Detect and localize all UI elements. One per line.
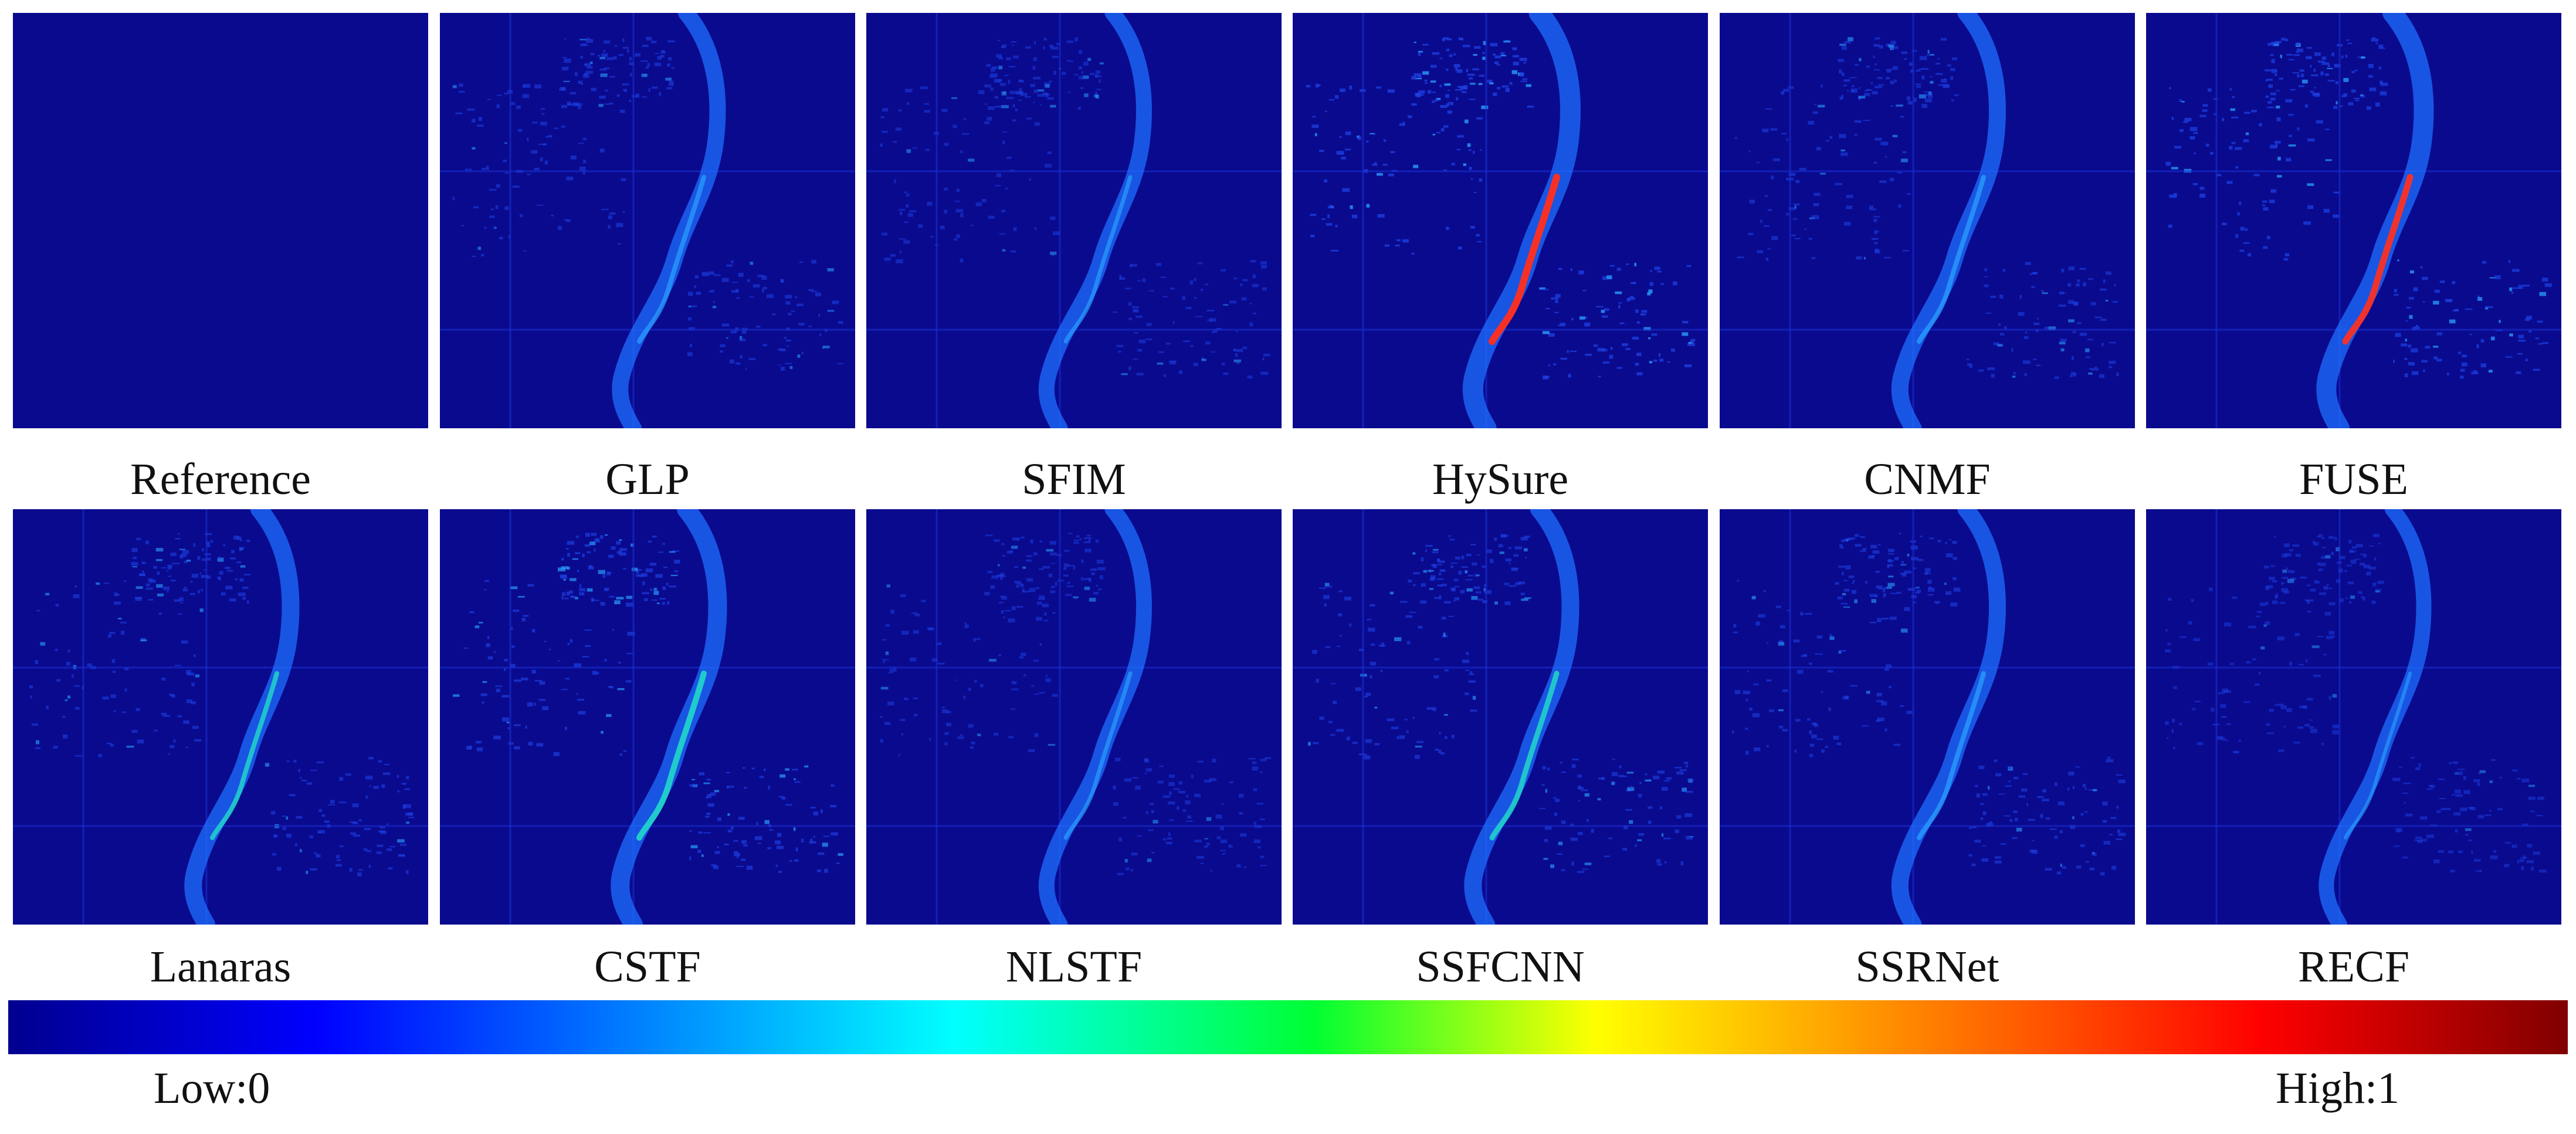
- urban-speckle: [880, 533, 1272, 875]
- river-error: [2319, 509, 2432, 925]
- error-map-image: [2146, 509, 2561, 925]
- error-map-image: [440, 13, 855, 428]
- colorbar: [8, 1000, 2568, 1054]
- river-core-error: [636, 671, 707, 841]
- river-core-error: [637, 175, 706, 344]
- panel-caption: CNMF: [1864, 455, 1991, 504]
- error-map-image: [866, 509, 1282, 925]
- panel-cstf: [440, 509, 855, 925]
- panel-ssfcnn: [1293, 509, 1708, 925]
- river-error: [1891, 509, 2006, 925]
- urban-speckle: [453, 533, 843, 874]
- panel-caption: SFIM: [1022, 455, 1126, 504]
- error-map-image: [1720, 13, 2135, 428]
- urban-speckle: [2165, 533, 2547, 873]
- panel-cnmf: [1720, 13, 2135, 428]
- river-error: [1038, 509, 1152, 925]
- colorbar-gradient: [8, 1000, 2568, 1054]
- colorbar-high-label: High:1: [2276, 1064, 2400, 1113]
- error-map-image: [13, 509, 428, 925]
- panel-ssrnet: [1720, 509, 2135, 925]
- river-core-error: [1489, 671, 1560, 841]
- urban-speckle: [880, 37, 1270, 379]
- river-error: [612, 13, 726, 428]
- river-core-error: [1917, 671, 1986, 840]
- panel-reference: [13, 13, 428, 428]
- river-error: [1038, 13, 1152, 428]
- panel-caption: FUSE: [2299, 455, 2408, 504]
- panel-caption: RECF: [2297, 942, 2410, 991]
- panel-caption: SSRNet: [1855, 942, 1999, 991]
- error-map-image: [1293, 13, 1708, 428]
- error-map-image: [2146, 13, 2561, 428]
- panel-glp: [440, 13, 855, 428]
- panel-caption: Lanaras: [150, 942, 292, 991]
- panel-caption: Reference: [130, 455, 311, 504]
- panel-caption: NLSTF: [1005, 942, 1143, 991]
- panel-caption: GLP: [605, 455, 690, 504]
- error-map-image: [1293, 509, 1708, 925]
- panel-caption: SSFCNN: [1416, 942, 1585, 991]
- river-error: [1891, 13, 2006, 428]
- panel-caption: HySure: [1432, 455, 1569, 504]
- error-map-image: [13, 13, 428, 428]
- river-core-error: [1917, 175, 1986, 344]
- panel-sfim: [866, 13, 1282, 428]
- error-map-image: [866, 13, 1282, 428]
- urban-speckle: [29, 533, 415, 876]
- panel-fuse: [2146, 13, 2561, 428]
- river-core-error: [1063, 671, 1133, 840]
- river-error: [1464, 509, 1580, 925]
- urban-speckle: [1732, 533, 2126, 876]
- colorbar-low-label: Low:0: [154, 1064, 270, 1113]
- panel-recf: [2146, 509, 2561, 925]
- urban-speckle: [1735, 37, 2119, 379]
- river-core-error: [1063, 175, 1133, 344]
- urban-speckle: [1308, 534, 1694, 873]
- river-core-error: [1489, 174, 1560, 345]
- urban-speckle: [1306, 37, 1696, 380]
- panel-hysure: [1293, 13, 1708, 428]
- river-core-error: [2342, 174, 2414, 345]
- river-error: [184, 509, 300, 925]
- error-map-image: [440, 509, 855, 925]
- river-core-error: [2344, 672, 2412, 840]
- river-error: [611, 509, 727, 925]
- panel-lanaras: [13, 509, 428, 925]
- urban-speckle: [452, 36, 844, 371]
- river-core-error: [210, 671, 279, 840]
- error-map-image: [1720, 509, 2135, 925]
- panel-caption: CSTF: [594, 942, 701, 991]
- panel-nlstf: [866, 509, 1282, 925]
